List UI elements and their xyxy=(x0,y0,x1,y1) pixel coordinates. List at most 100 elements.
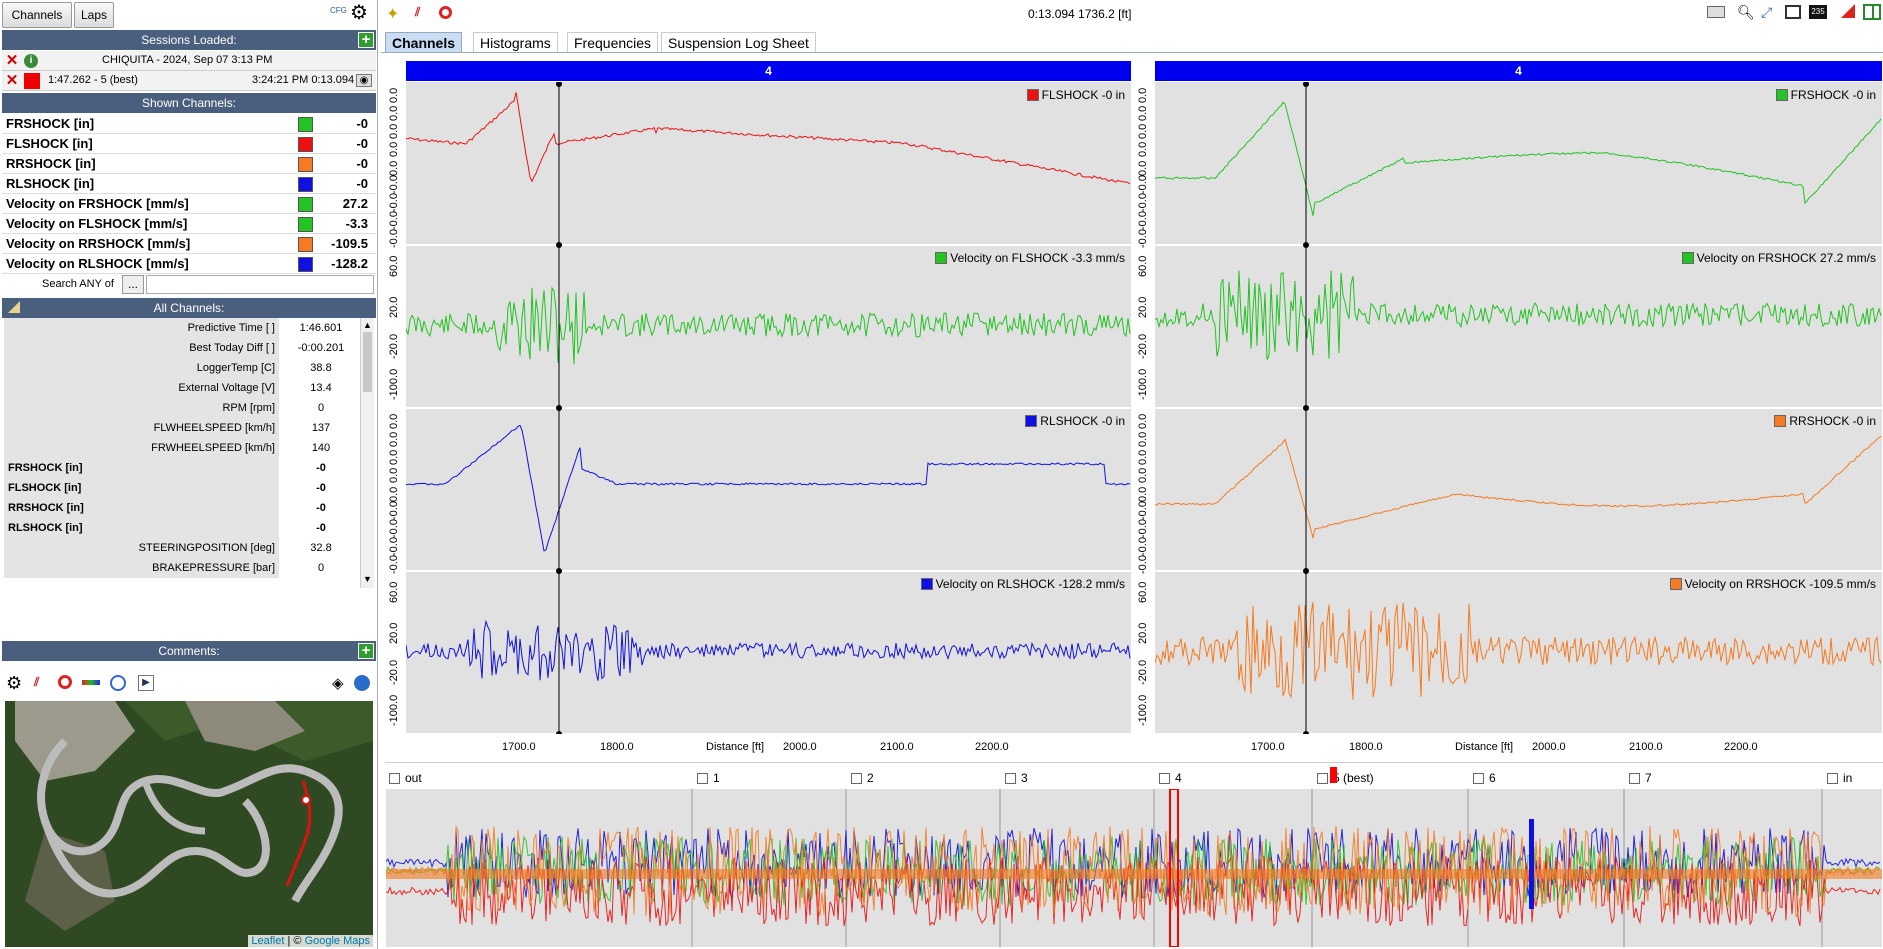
cursor-handle[interactable] xyxy=(556,82,562,87)
lap-checkbox[interactable]: 7 xyxy=(1629,771,1652,785)
channel-color-swatch[interactable] xyxy=(298,197,313,212)
lap-checkbox[interactable]: in xyxy=(1827,771,1852,785)
stripes-icon[interactable]: ⫽ xyxy=(415,5,421,19)
record-icon[interactable] xyxy=(439,6,452,19)
play-icon[interactable]: ▶ xyxy=(138,675,154,691)
track-map[interactable]: Leaflet | © Google Maps xyxy=(5,701,373,947)
tab-frequencies[interactable]: Frequencies xyxy=(567,32,659,52)
shown-channel-row[interactable]: Velocity on FRSHOCK [mm/s] 27.2 xyxy=(2,194,376,214)
lap-checkbox[interactable]: 5 (best) xyxy=(1317,771,1374,785)
cursor-handle[interactable] xyxy=(1303,405,1309,411)
shown-channel-row[interactable]: FRSHOCK [in] -0 xyxy=(2,114,376,134)
all-channel-row[interactable]: FLWHEELSPEED [km/h] 137 xyxy=(4,418,360,438)
search-input[interactable] xyxy=(146,275,374,294)
channel-color-swatch[interactable] xyxy=(298,157,313,172)
counter-badge[interactable]: 235 xyxy=(1809,5,1827,19)
lap-marker[interactable] xyxy=(1330,767,1337,783)
target-icon[interactable] xyxy=(110,675,126,691)
lap-checkbox[interactable]: 2 xyxy=(851,771,874,785)
all-channel-row[interactable]: Best Today Diff [ ] -0:00.201 xyxy=(4,338,360,358)
cursor-handle[interactable] xyxy=(1303,731,1309,734)
lap-checkbox[interactable]: 1 xyxy=(697,771,720,785)
shown-channel-row[interactable]: Velocity on FLSHOCK [mm/s] -3.3 xyxy=(2,214,376,234)
all-channel-row[interactable]: FRSHOCK [in] -0 xyxy=(4,458,360,478)
tab-channels[interactable]: Channels xyxy=(385,32,463,52)
checkbox-box[interactable] xyxy=(697,773,708,784)
all-channels-scrollbar[interactable]: ▲ ▼ xyxy=(360,318,374,588)
cursor-handle[interactable] xyxy=(556,405,562,411)
add-session-button[interactable]: + xyxy=(358,32,374,48)
channel-color-swatch[interactable] xyxy=(298,217,313,232)
checkbox-box[interactable] xyxy=(389,773,400,784)
checkbox-box[interactable] xyxy=(1473,773,1484,784)
lap-overview[interactable] xyxy=(386,789,1882,947)
all-channel-row[interactable]: Predictive Time [ ] 1:46.601 xyxy=(4,318,360,338)
checkbox-box[interactable] xyxy=(1317,773,1328,784)
cfg-icon[interactable]: CFG xyxy=(330,6,347,15)
color-scale-icon[interactable] xyxy=(82,680,100,685)
all-channel-row[interactable]: BRAKEPRESSURE [bar] 0 xyxy=(4,558,360,578)
scroll-down-icon[interactable]: ▼ xyxy=(363,574,372,584)
laps-button[interactable]: Laps xyxy=(74,2,114,28)
all-channel-row[interactable]: External Voltage [V] 13.4 xyxy=(4,378,360,398)
eye-icon[interactable]: ◉ xyxy=(356,74,372,87)
info-icon[interactable]: i xyxy=(24,54,38,68)
all-channel-row[interactable]: FRWHEELSPEED [km/h] 140 xyxy=(4,438,360,458)
channel-color-swatch[interactable] xyxy=(298,177,313,192)
leaflet-link[interactable]: Leaflet xyxy=(251,935,285,947)
cursor-handle[interactable] xyxy=(1303,568,1309,574)
all-channel-row[interactable]: LoggerTemp [C] 38.8 xyxy=(4,358,360,378)
gear-icon[interactable]: ⚙ xyxy=(350,2,368,24)
close-icon[interactable]: ✕ xyxy=(5,72,19,89)
left-group-bar[interactable]: 4 xyxy=(406,61,1131,81)
zoom-fit-icon[interactable]: ⤢ xyxy=(1761,4,1773,20)
scroll-thumb[interactable] xyxy=(363,332,372,392)
zoom-icon[interactable]: 🔍︎ xyxy=(1737,4,1755,20)
lap-checkbox[interactable]: 4 xyxy=(1159,771,1182,785)
tab-histograms[interactable]: Histograms xyxy=(473,32,558,52)
lap-checkbox[interactable]: 6 xyxy=(1473,771,1496,785)
window-icon[interactable] xyxy=(1785,5,1801,19)
all-channel-row[interactable]: RPM [rpm] 0 xyxy=(4,398,360,418)
cursor-handle[interactable] xyxy=(1303,242,1309,248)
left-plot-stack[interactable]: FLSHOCK -0 in Velocity on FLSHOCK -3.3 m… xyxy=(406,82,1131,734)
google-maps-link[interactable]: Google Maps xyxy=(304,935,370,947)
wand-icon[interactable]: ✦ xyxy=(386,6,400,23)
cursor-handle[interactable] xyxy=(556,568,562,574)
overview-cursor[interactable] xyxy=(1169,789,1179,947)
lap-checkbox[interactable]: 3 xyxy=(1005,771,1028,785)
shown-channel-row[interactable]: RLSHOCK [in] -0 xyxy=(2,174,376,194)
channel-color-swatch[interactable] xyxy=(298,137,313,152)
warning-icon[interactable] xyxy=(1841,4,1855,18)
tab-suspension-log-sheet[interactable]: Suspension Log Sheet xyxy=(661,32,816,52)
ruler-icon[interactable] xyxy=(1707,6,1725,18)
lap-color-swatch[interactable] xyxy=(24,73,40,89)
checkbox-box[interactable] xyxy=(1629,773,1640,784)
all-channel-row[interactable]: RLSHOCK [in] -0 xyxy=(4,518,360,538)
stripes-icon[interactable]: ⫽ xyxy=(34,675,40,689)
globe-icon[interactable] xyxy=(354,675,370,691)
cursor-handle[interactable] xyxy=(556,731,562,734)
collapse-icon[interactable] xyxy=(8,301,20,313)
channel-color-swatch[interactable] xyxy=(298,117,313,132)
all-channel-row[interactable]: FLSHOCK [in] -0 xyxy=(4,478,360,498)
all-channel-row[interactable]: STEERINGPOSITION [deg] 32.8 xyxy=(4,538,360,558)
scroll-up-icon[interactable]: ▲ xyxy=(363,320,372,330)
all-channel-row[interactable]: RRSHOCK [in] -0 xyxy=(4,498,360,518)
search-options-button[interactable]: ... xyxy=(122,275,144,294)
shown-channel-row[interactable]: FLSHOCK [in] -0 xyxy=(2,134,376,154)
channel-color-swatch[interactable] xyxy=(298,237,313,252)
right-plot-stack[interactable]: FRSHOCK -0 in Velocity on FRSHOCK 27.2 m… xyxy=(1155,82,1882,734)
cursor-handle[interactable] xyxy=(556,242,562,248)
layers-icon[interactable]: ◈ xyxy=(332,675,344,692)
shown-channel-row[interactable]: Velocity on RLSHOCK [mm/s] -128.2 xyxy=(2,254,376,274)
checkbox-box[interactable] xyxy=(851,773,862,784)
record-icon[interactable] xyxy=(58,675,72,689)
channel-color-swatch[interactable] xyxy=(298,257,313,272)
lap-checkbox[interactable]: out xyxy=(389,771,422,785)
grid-icon[interactable] xyxy=(1863,4,1881,20)
add-comment-button[interactable]: + xyxy=(358,643,374,659)
shown-channel-row[interactable]: Velocity on RRSHOCK [mm/s] -109.5 xyxy=(2,234,376,254)
checkbox-box[interactable] xyxy=(1005,773,1016,784)
cursor-handle[interactable] xyxy=(1303,82,1309,87)
